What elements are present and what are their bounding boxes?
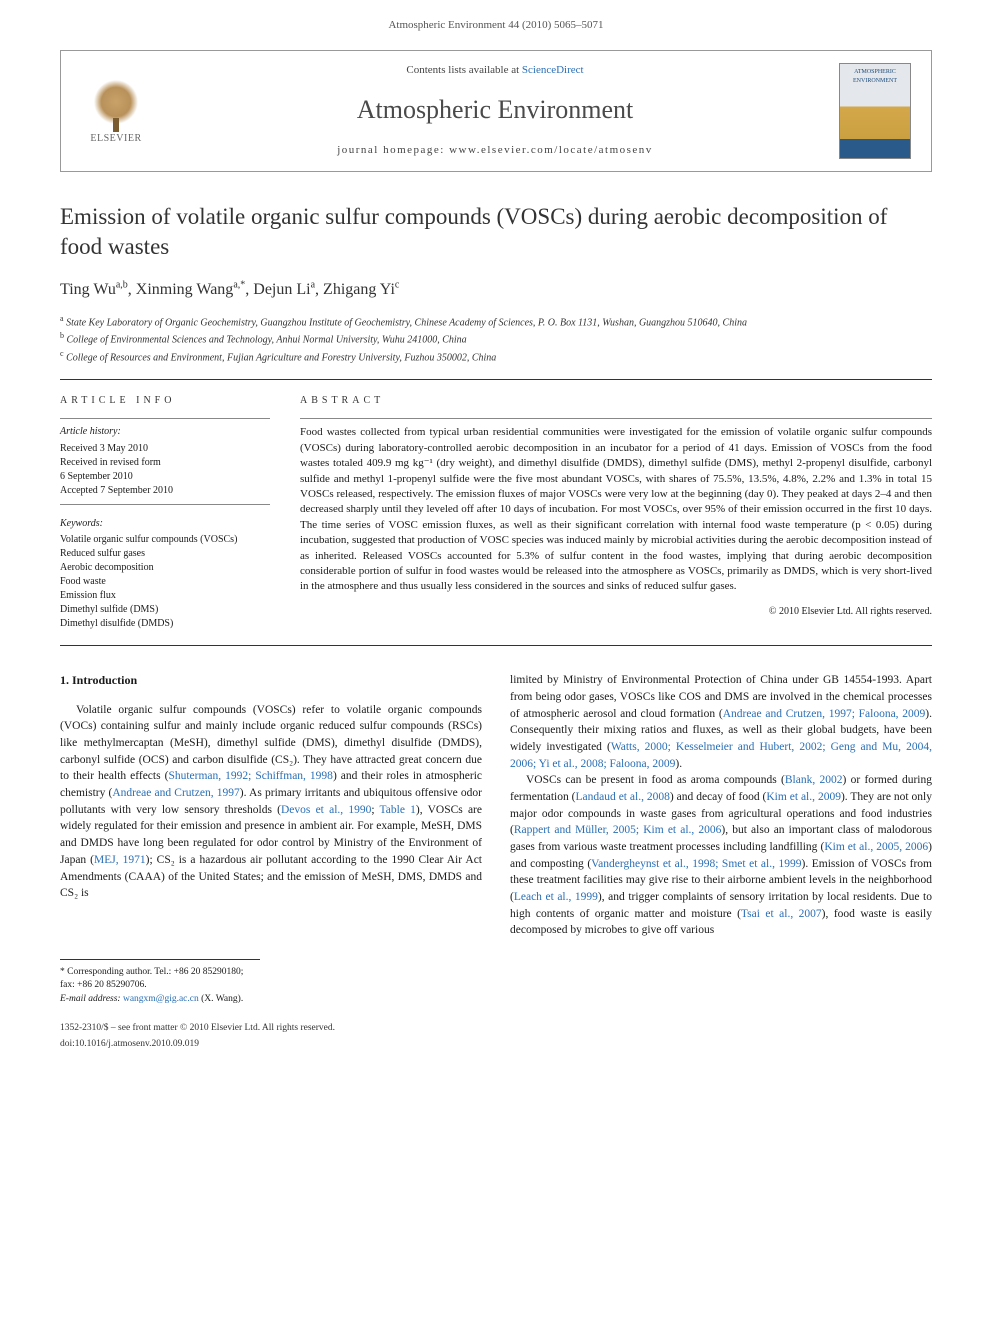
rule [60, 645, 932, 646]
body-columns: 1. Introduction Volatile organic sulfur … [60, 672, 932, 939]
history-line: 6 September 2010 [60, 470, 270, 484]
history-head: Article history: [60, 425, 270, 440]
contents-prefix: Contents lists available at [406, 64, 521, 76]
affiliation-text: State Key Laboratory of Organic Geochemi… [66, 317, 747, 328]
elsevier-logo: ELSEVIER [81, 76, 151, 147]
elsevier-name: ELSEVIER [81, 132, 151, 147]
info-rule [60, 504, 270, 505]
keyword: Aerobic decomposition [60, 561, 270, 575]
affiliation: c College of Resources and Environment, … [60, 348, 932, 365]
keyword: Emission flux [60, 589, 270, 603]
journal-center: Contents lists available at ScienceDirec… [151, 63, 839, 159]
corresponding-author: * Corresponding author. Tel.: +86 20 852… [60, 966, 260, 993]
email-label: E-mail address: [60, 994, 123, 1004]
body-para: VOSCs can be present in food as aroma co… [510, 772, 932, 939]
sciencedirect-link[interactable]: ScienceDirect [522, 64, 584, 76]
elsevier-tree-icon [90, 76, 142, 128]
keyword: Volatile organic sulfur compounds (VOSCs… [60, 533, 270, 547]
keyword: Reduced sulfur gases [60, 547, 270, 561]
abstract: ABSTRACT Food wastes collected from typi… [300, 394, 932, 632]
footnotes: * Corresponding author. Tel.: +86 20 852… [60, 959, 260, 1006]
keywords-head: Keywords: [60, 517, 270, 532]
email-suffix: (X. Wang). [199, 994, 243, 1004]
running-head: Atmospheric Environment 44 (2010) 5065–5… [0, 0, 992, 42]
right-column: limited by Ministry of Environmental Pro… [510, 672, 932, 939]
email-link[interactable]: wangxm@gig.ac.cn [123, 994, 199, 1004]
body-para: Volatile organic sulfur compounds (VOSCs… [60, 702, 482, 902]
homepage-prefix: journal homepage: [337, 144, 449, 156]
affiliation: a State Key Laboratory of Organic Geoche… [60, 313, 932, 330]
history-line: Accepted 7 September 2010 [60, 484, 270, 498]
left-column: 1. Introduction Volatile organic sulfur … [60, 672, 482, 939]
footer: 1352-2310/$ – see front matter © 2010 El… [60, 1022, 932, 1052]
affiliations: a State Key Laboratory of Organic Geoche… [60, 313, 932, 365]
homepage-url[interactable]: www.elsevier.com/locate/atmosenv [449, 144, 653, 156]
affiliation-text: College of Resources and Environment, Fu… [66, 352, 496, 363]
info-rule [60, 418, 270, 419]
article-title: Emission of volatile organic sulfur comp… [60, 202, 932, 262]
history-line: Received in revised form [60, 456, 270, 470]
doi: doi:10.1016/j.atmosenv.2010.09.019 [60, 1038, 932, 1052]
abstract-text: Food wastes collected from typical urban… [300, 425, 932, 594]
journal-cover-thumb: ATMOSPHERIC ENVIRONMENT [839, 63, 911, 159]
affiliation-text: College of Environmental Sciences and Te… [67, 335, 467, 346]
email-line: E-mail address: wangxm@gig.ac.cn (X. Wan… [60, 993, 260, 1006]
keyword: Dimethyl sulfide (DMS) [60, 603, 270, 617]
section-heading: 1. Introduction [60, 672, 482, 689]
journal-name: Atmospheric Environment [151, 91, 839, 129]
copyright: © 2010 Elsevier Ltd. All rights reserved… [300, 605, 932, 620]
info-abstract-row: ARTICLE INFO Article history: Received 3… [60, 380, 932, 646]
article-info: ARTICLE INFO Article history: Received 3… [60, 394, 270, 632]
history-line: Received 3 May 2010 [60, 442, 270, 456]
body-para: limited by Ministry of Environmental Pro… [510, 672, 932, 772]
authors: Ting Wua,b, Xinming Wanga,*, Dejun Lia, … [60, 278, 932, 301]
contents-line: Contents lists available at ScienceDirec… [151, 63, 839, 79]
info-rule [300, 418, 932, 419]
keyword: Food waste [60, 575, 270, 589]
front-matter: 1352-2310/$ – see front matter © 2010 El… [60, 1022, 932, 1036]
journal-homepage: journal homepage: www.elsevier.com/locat… [151, 143, 839, 159]
keyword: Dimethyl disulfide (DMDS) [60, 617, 270, 631]
article-info-head: ARTICLE INFO [60, 394, 270, 409]
affiliation: b College of Environmental Sciences and … [60, 330, 932, 347]
abstract-head: ABSTRACT [300, 394, 932, 409]
journal-box: ELSEVIER Contents lists available at Sci… [60, 50, 932, 172]
